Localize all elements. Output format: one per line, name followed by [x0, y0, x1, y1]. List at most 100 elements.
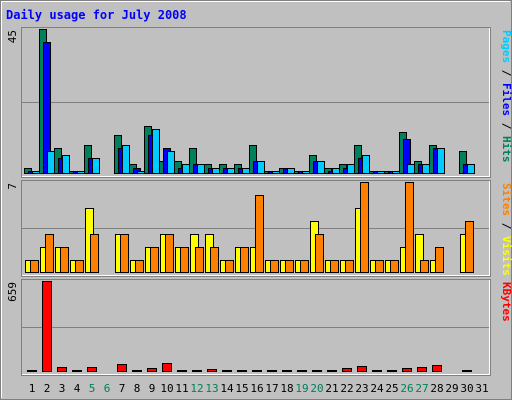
day-label-2: 2: [44, 382, 51, 395]
bar-pages-day-5: [92, 158, 100, 174]
bar-kbytes-day-7: [117, 364, 127, 372]
bar-kbytes-day-18: [282, 370, 292, 372]
bar-sites-day-17: [270, 260, 279, 273]
bar-kbytes-day-10: [162, 363, 172, 372]
day-label-4: 4: [74, 382, 81, 395]
day-label-25: 25: [385, 382, 398, 395]
bar-pages-day-25: [392, 171, 400, 174]
day-label-23: 23: [355, 382, 368, 395]
bar-pages-day-30: [467, 164, 475, 174]
bar-sites-day-10: [165, 234, 174, 273]
bar-pages-day-18: [287, 168, 295, 174]
bar-kbytes-day-20: [312, 370, 322, 372]
bar-pages-day-20: [317, 161, 325, 174]
day-label-13: 13: [205, 382, 218, 395]
bar-kbytes-day-12: [192, 370, 202, 372]
panel-bottom-legend: KBytes: [500, 282, 512, 322]
bar-kbytes-day-3: [57, 367, 67, 372]
bar-sites-day-25: [390, 260, 399, 273]
bar-sites-day-19: [300, 260, 309, 273]
legend-segment: Pages: [500, 30, 512, 63]
bar-sites-day-11: [180, 247, 189, 273]
bar-sites-day-13: [210, 247, 219, 273]
day-label-17: 17: [265, 382, 278, 395]
legend-segment: KBytes: [500, 282, 512, 322]
day-label-15: 15: [235, 382, 248, 395]
bar-pages-day-21: [332, 168, 340, 174]
day-label-10: 10: [160, 382, 173, 395]
bar-pages-day-12: [197, 164, 205, 174]
bar-sites-day-5: [90, 234, 99, 273]
bar-sites-day-16: [255, 195, 264, 273]
bar-sites-day-20: [315, 234, 324, 273]
day-label-26: 26: [400, 382, 413, 395]
bar-pages-day-9: [152, 129, 160, 174]
bar-pages-day-11: [182, 164, 190, 174]
bar-pages-day-26: [407, 164, 415, 174]
day-label-11: 11: [175, 382, 188, 395]
legend-segment: Sites: [500, 183, 512, 216]
legend-segment: Files: [500, 83, 512, 116]
bar-kbytes-day-30: [462, 370, 472, 372]
bar-pages-day-8: [137, 171, 145, 174]
day-label-16: 16: [250, 382, 263, 395]
bar-pages-day-7: [122, 145, 130, 174]
bar-sites-day-2: [45, 234, 54, 273]
bar-sites-day-1: [30, 260, 39, 273]
bar-pages-day-16: [257, 161, 265, 174]
bar-kbytes-day-8: [132, 370, 142, 372]
bar-sites-day-26: [405, 182, 414, 273]
bar-pages-day-15: [242, 168, 250, 174]
day-label-8: 8: [134, 382, 141, 395]
day-label-18: 18: [280, 382, 293, 395]
panel-bottom-ymax-label: 659: [6, 282, 19, 302]
legend-segment: /: [500, 63, 512, 83]
bar-kbytes-day-1: [27, 370, 37, 372]
legend-segment: Hits: [500, 136, 512, 163]
bar-kbytes-day-25: [387, 370, 397, 372]
day-label-31: 31: [475, 382, 488, 395]
bar-pages-day-17: [272, 171, 280, 174]
day-label-12: 12: [190, 382, 203, 395]
day-label-3: 3: [59, 382, 66, 395]
bar-kbytes-day-14: [222, 370, 232, 372]
bar-kbytes-day-27: [417, 367, 427, 372]
bar-pages-day-10: [167, 151, 175, 174]
day-label-6: 6: [104, 382, 111, 395]
panel-middle-ymax-label: 7: [6, 183, 19, 190]
bar-kbytes-day-5: [87, 367, 97, 372]
bar-sites-day-28: [435, 247, 444, 273]
bar-kbytes-day-4: [72, 370, 82, 372]
day-label-20: 20: [310, 382, 323, 395]
chart-title: Daily usage for July 2008: [6, 8, 187, 22]
bar-sites-day-27: [420, 260, 429, 273]
bar-sites-day-3: [60, 247, 69, 273]
bar-sites-day-12: [195, 247, 204, 273]
bar-kbytes-day-24: [372, 370, 382, 372]
bar-kbytes-day-17: [267, 370, 277, 372]
day-label-14: 14: [220, 382, 234, 395]
bar-kbytes-day-9: [147, 368, 157, 372]
bar-sites-day-4: [75, 260, 84, 273]
day-label-9: 9: [149, 382, 156, 395]
day-label-24: 24: [370, 382, 384, 395]
bar-sites-day-21: [330, 260, 339, 273]
bar-sites-day-8: [135, 260, 144, 273]
day-label-30: 30: [460, 382, 473, 395]
bar-sites-day-23: [360, 182, 369, 273]
bar-pages-day-2: [47, 151, 55, 174]
bar-pages-day-13: [212, 168, 220, 174]
bar-pages-day-24: [377, 171, 385, 174]
bar-sites-day-15: [240, 247, 249, 273]
bar-pages-day-27: [422, 164, 430, 174]
bar-kbytes-day-16: [252, 370, 262, 372]
bar-sites-day-24: [375, 260, 384, 273]
day-label-27: 27: [415, 382, 428, 395]
panel-top-legend: Pages / Files / Hits: [500, 30, 512, 163]
bar-kbytes-day-11: [177, 370, 187, 372]
day-label-29: 29: [445, 382, 458, 395]
bar-kbytes-day-15: [237, 370, 247, 372]
bar-kbytes-day-21: [327, 370, 337, 372]
day-label-1: 1: [29, 382, 36, 395]
